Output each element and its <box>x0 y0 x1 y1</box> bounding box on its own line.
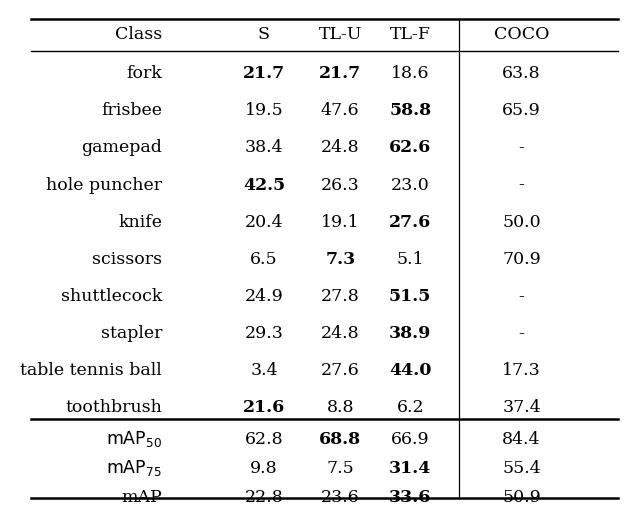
Text: 20.4: 20.4 <box>245 214 283 231</box>
Text: 8.8: 8.8 <box>326 399 354 416</box>
Text: 7.5: 7.5 <box>326 460 354 477</box>
Text: stapler: stapler <box>100 325 162 342</box>
Text: 27.6: 27.6 <box>321 362 359 379</box>
Text: TL-U: TL-U <box>319 26 362 44</box>
Text: 3.4: 3.4 <box>250 362 278 379</box>
Text: scissors: scissors <box>92 251 162 268</box>
Text: 66.9: 66.9 <box>391 431 429 448</box>
Text: frisbee: frisbee <box>101 102 162 119</box>
Text: -: - <box>518 139 525 157</box>
Text: shuttlecock: shuttlecock <box>61 288 162 305</box>
Text: 5.1: 5.1 <box>396 251 424 268</box>
Text: 31.4: 31.4 <box>389 460 431 477</box>
Text: S: S <box>258 26 270 44</box>
Text: table tennis ball: table tennis ball <box>20 362 162 379</box>
Text: hole puncher: hole puncher <box>46 177 162 194</box>
Text: TL-F: TL-F <box>390 26 431 44</box>
Text: 21.6: 21.6 <box>243 399 285 416</box>
Text: 50.9: 50.9 <box>502 489 541 506</box>
Text: 44.0: 44.0 <box>389 362 431 379</box>
Text: 22.8: 22.8 <box>245 489 283 506</box>
Text: 6.5: 6.5 <box>250 251 278 268</box>
Text: 26.3: 26.3 <box>321 177 359 194</box>
Text: 18.6: 18.6 <box>391 65 429 82</box>
Text: 62.6: 62.6 <box>389 139 431 157</box>
Text: -: - <box>518 288 525 305</box>
Text: COCO: COCO <box>494 26 550 44</box>
Text: 9.8: 9.8 <box>250 460 278 477</box>
Text: gamepad: gamepad <box>81 139 162 157</box>
Text: 6.2: 6.2 <box>396 399 424 416</box>
Text: Class: Class <box>115 26 162 44</box>
Text: -: - <box>518 325 525 342</box>
Text: $\mathrm{mAP}_{75}$: $\mathrm{mAP}_{75}$ <box>106 458 162 479</box>
Text: 29.3: 29.3 <box>244 325 284 342</box>
Text: 37.4: 37.4 <box>502 399 541 416</box>
Text: 65.9: 65.9 <box>502 102 541 119</box>
Text: 23.0: 23.0 <box>391 177 429 194</box>
Text: 38.9: 38.9 <box>389 325 431 342</box>
Text: 50.0: 50.0 <box>502 214 541 231</box>
Text: 24.8: 24.8 <box>321 325 359 342</box>
Text: 42.5: 42.5 <box>243 177 285 194</box>
Text: 17.3: 17.3 <box>502 362 541 379</box>
Text: 27.6: 27.6 <box>389 214 431 231</box>
Text: 21.7: 21.7 <box>243 65 285 82</box>
Text: 38.4: 38.4 <box>245 139 283 157</box>
Text: $\mathrm{mAP}_{50}$: $\mathrm{mAP}_{50}$ <box>106 429 162 450</box>
Text: 19.5: 19.5 <box>245 102 283 119</box>
Text: 24.8: 24.8 <box>321 139 359 157</box>
Text: fork: fork <box>127 65 162 82</box>
Text: 68.8: 68.8 <box>319 431 361 448</box>
Text: 62.8: 62.8 <box>245 431 283 448</box>
Text: 27.8: 27.8 <box>321 288 359 305</box>
Text: 33.6: 33.6 <box>389 489 431 506</box>
Text: mAP: mAP <box>121 489 162 506</box>
Text: 84.4: 84.4 <box>502 431 541 448</box>
Text: 24.9: 24.9 <box>245 288 283 305</box>
Text: 51.5: 51.5 <box>389 288 431 305</box>
Text: 23.6: 23.6 <box>321 489 359 506</box>
Text: -: - <box>518 177 525 194</box>
Text: 63.8: 63.8 <box>502 65 541 82</box>
Text: 70.9: 70.9 <box>502 251 541 268</box>
Text: 55.4: 55.4 <box>502 460 541 477</box>
Text: toothbrush: toothbrush <box>66 399 162 416</box>
Text: 7.3: 7.3 <box>325 251 356 268</box>
Text: 19.1: 19.1 <box>321 214 359 231</box>
Text: 21.7: 21.7 <box>319 65 361 82</box>
Text: 47.6: 47.6 <box>321 102 359 119</box>
Text: 58.8: 58.8 <box>389 102 431 119</box>
Text: knife: knife <box>118 214 162 231</box>
